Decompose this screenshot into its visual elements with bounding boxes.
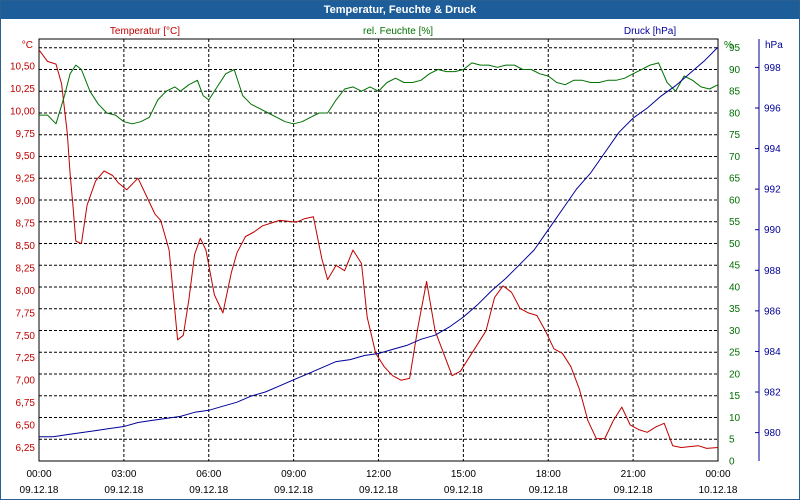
humidity-tick-label: 0 [729, 457, 735, 468]
pressure-tick-label: 992 [764, 185, 781, 196]
humidity-tick-label: 40 [729, 282, 741, 293]
pressure-tick-label: 994 [764, 144, 781, 155]
x-tick-time: 00:00 [705, 469, 730, 480]
temperature-tick-label: 6,75 [16, 398, 36, 409]
temperature-tick-label: 7,00 [16, 376, 36, 387]
temperature-tick-label: 10,50 [10, 61, 35, 72]
temperature-unit-label: °C [22, 40, 33, 51]
humidity-unit-label: % [724, 40, 733, 51]
humidity-tick-label: 50 [729, 239, 741, 250]
x-tick-date: 09.12.18 [529, 485, 568, 496]
plot-frame [38, 38, 719, 462]
temperature-tick-label: 9,00 [16, 196, 36, 207]
humidity-tick-label: 30 [729, 326, 741, 337]
temperature-tick-label: 7,50 [16, 331, 36, 342]
x-tick-date: 09.12.18 [274, 485, 313, 496]
x-tick-date: 09.12.18 [614, 485, 653, 496]
temperature-tick-label: 8,50 [16, 241, 36, 252]
humidity-tick-label: 65 [729, 174, 741, 185]
pressure-tick-label: 980 [764, 428, 781, 439]
temperature-tick-label: 6,25 [16, 443, 36, 454]
humidity-tick-label: 70 [729, 152, 741, 163]
pressure-tick-label: 990 [764, 225, 781, 236]
x-tick-time: 09:00 [281, 469, 306, 480]
humidity-tick-label: 10 [729, 413, 741, 424]
temperature-tick-label: 10,00 [10, 106, 35, 117]
temperature-tick-label: 6,50 [16, 421, 36, 432]
temperature-tick-label: 7,75 [16, 308, 36, 319]
x-tick-date: 09.12.18 [189, 485, 228, 496]
humidity-axis-title: rel. Feuchte [%] [363, 26, 433, 37]
humidity-tick-label: 85 [729, 87, 741, 98]
temperature-tick-label: 10,25 [10, 84, 35, 95]
x-tick-time: 21:00 [621, 469, 646, 480]
humidity-tick-label: 95 [729, 43, 741, 54]
pressure-tick-label: 998 [764, 63, 781, 74]
humidity-tick-label: 20 [729, 369, 741, 380]
humidity-tick-label: 25 [729, 348, 741, 359]
grid-lines [39, 39, 718, 461]
temperature-line [38, 49, 719, 449]
x-tick-time: 12:00 [366, 469, 391, 480]
pressure-tick-label: 984 [764, 347, 781, 358]
temperature-tick-label: 8,00 [16, 286, 36, 297]
temperature-axis-title: Temperatur [°C] [110, 26, 180, 37]
humidity-tick-label: 35 [729, 304, 741, 315]
temperature-tick-label: 8,25 [16, 263, 36, 274]
tick-labels: 00:00 09.12.18 03:00 09.12.18 06:00 09.12.18 0… [10, 43, 781, 496]
series-lines [38, 46, 719, 449]
pressure-tick-label: 986 [764, 306, 781, 317]
temperature-tick-label: 9,25 [16, 174, 36, 185]
x-tick-time: 00:00 [26, 469, 51, 480]
pressure-unit-label: hPa [765, 40, 783, 51]
humidity-tick-label: 90 [729, 65, 741, 76]
humidity-line [39, 62, 719, 125]
pressure-axis-title: Druck [hPa] [624, 26, 676, 37]
x-tick-time: 15:00 [451, 469, 476, 480]
x-tick-time: 03:00 [111, 469, 136, 480]
x-tick-date: 09.12.18 [20, 485, 59, 496]
temperature-tick-label: 9,75 [16, 129, 36, 140]
humidity-tick-label: 60 [729, 195, 741, 206]
pressure-tick-label: 982 [764, 388, 781, 399]
humidity-tick-label: 55 [729, 217, 741, 228]
temperature-tick-label: 8,75 [16, 219, 36, 230]
x-tick-time: 06:00 [196, 469, 221, 480]
humidity-tick-label: 80 [729, 108, 741, 119]
x-tick-date: 09.12.18 [104, 485, 143, 496]
chart-title: Temperatur, Feuchte & Druck [1, 1, 799, 19]
temperature-tick-label: 9,50 [16, 151, 36, 162]
humidity-tick-label: 75 [729, 130, 741, 141]
temperature-tick-label: 7,25 [16, 353, 36, 364]
x-tick-date: 09.12.18 [444, 485, 483, 496]
humidity-tick-label: 5 [729, 435, 735, 446]
pressure-tick-label: 988 [764, 266, 781, 277]
x-tick-time: 18:00 [536, 469, 561, 480]
humidity-tick-label: 15 [729, 391, 741, 402]
x-tick-date: 09.12.18 [359, 485, 398, 496]
pressure-tick-label: 996 [764, 103, 781, 114]
x-tick-date: 10.12.18 [699, 485, 738, 496]
humidity-tick-label: 45 [729, 261, 741, 272]
pressure-line [39, 46, 719, 438]
